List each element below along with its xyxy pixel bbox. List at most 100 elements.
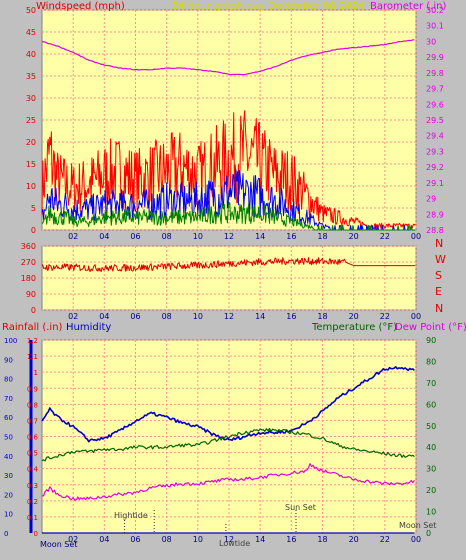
x-tick-label: 14 (255, 535, 265, 544)
barometer-y-tick-label: 30.2 (426, 6, 444, 15)
barometer-y-tick-label: 28.8 (426, 226, 444, 235)
wind-y-tick-label: 40 (26, 50, 36, 59)
sunset-label: Sun Set (285, 503, 316, 512)
temperature-y-tick-label: 40 (426, 443, 436, 452)
rain-y-tick-label: 0.8 (27, 401, 38, 409)
temperature-label: Temperature (°F) (311, 322, 397, 333)
x-tick-label: 12 (224, 232, 234, 241)
x-tick-label: 18 (317, 535, 327, 544)
barometer-y-tick-label: 28.9 (426, 210, 444, 219)
humidity-y-tick-label: 40 (4, 453, 13, 461)
barometer-y-tick-label: 30.1 (426, 22, 444, 31)
lowtide-label: Lowtide (219, 539, 250, 548)
wind-y-tick-label: 20 (26, 138, 36, 147)
x-tick-label: 06 (130, 232, 140, 241)
rain-y-tick-label: 0.5 (27, 450, 38, 458)
compass-label: W (435, 253, 446, 266)
barometer-y-tick-label: 29.1 (426, 179, 444, 188)
x-tick-label: 06 (130, 312, 140, 321)
wind-y-tick-label: 50 (26, 6, 36, 15)
barometer-y-tick-label: 29.3 (426, 147, 444, 156)
x-tick-label: 20 (349, 535, 359, 544)
series-lines (29, 39, 416, 534)
wind-y-tick-label: 35 (26, 72, 36, 81)
rain-y-tick-label: 1.1 (27, 353, 38, 361)
compass-label: N (435, 302, 443, 315)
rain-y-tick-label: 0.9 (27, 385, 38, 393)
humidity-y-tick-label: 10 (4, 511, 13, 519)
humidity-y-tick-label: 80 (4, 376, 13, 384)
humidity-y-tick-label: 70 (4, 395, 13, 403)
direction-y-tick-label: 270 (21, 258, 36, 267)
x-tick-label: 10 (193, 535, 203, 544)
barometer-y-tick-label: 29.4 (426, 132, 444, 141)
x-tick-label: 22 (380, 312, 390, 321)
humidity-label: Humidity (66, 322, 111, 333)
x-tick-label: 20 (349, 232, 359, 241)
rainfall-label: Rainfall (.in) (2, 322, 63, 333)
x-tick-label: 08 (162, 535, 172, 544)
wind-y-tick-label: 45 (26, 28, 36, 37)
wind-average-line (41, 169, 416, 231)
wind-y-tick-label: 30 (26, 94, 36, 103)
compass-label: S (435, 269, 442, 282)
rain-y-tick-label: 0.1 (27, 514, 38, 522)
compass-label: N (435, 237, 443, 250)
x-tick-label: 04 (99, 535, 109, 544)
x-tick-label: 22 (380, 535, 390, 544)
barometer-y-tick-label: 29.6 (426, 100, 444, 109)
x-tick-label: 18 (317, 232, 327, 241)
humidity-y-tick-label: 100 (4, 337, 17, 345)
x-tick-label: 14 (255, 312, 265, 321)
x-tick-label: 14 (255, 232, 265, 241)
x-tick-label: 10 (193, 232, 203, 241)
rain-y-tick-label: 0.4 (27, 466, 39, 474)
barometer-y-tick-label: 30 (426, 37, 436, 46)
rain-y-tick-label: 0.3 (27, 482, 38, 490)
temperature-y-tick-label: 10 (426, 508, 436, 517)
wind-y-tick-label: 10 (26, 182, 36, 191)
x-tick-label: 16 (286, 232, 296, 241)
rain-y-tick-label: 0 (34, 530, 38, 538)
dewpoint-label: Dew Point (°F) (395, 322, 466, 333)
x-tick-label: 02 (68, 535, 78, 544)
barometer-y-tick-label: 29.9 (426, 53, 444, 62)
temperature-y-tick-label: 0 (426, 529, 431, 538)
temperature-line (41, 427, 415, 462)
humidity-line (41, 365, 415, 443)
rain-y-tick-label: 0.2 (27, 498, 38, 506)
temperature-y-tick-label: 20 (426, 486, 436, 495)
dew-point-line (41, 463, 415, 501)
x-tick-label: 02 (68, 312, 78, 321)
x-tick-label: 04 (99, 232, 109, 241)
x-tick-label: 00 (411, 232, 421, 241)
temperature-y-tick-label: 70 (426, 379, 436, 388)
moonset-right-label: Moon Set (399, 521, 436, 530)
humidity-y-tick-label: 50 (4, 434, 13, 442)
x-tick-label: 18 (317, 312, 327, 321)
barometer-y-tick-label: 29 (426, 195, 436, 204)
humidity-y-tick-label: 90 (4, 356, 13, 364)
temperature-y-tick-label: 60 (426, 400, 436, 409)
wind-y-tick-label: 25 (26, 116, 36, 125)
direction-y-tick-label: 360 (21, 242, 36, 251)
wind-y-tick-label: 0 (31, 226, 36, 235)
x-tick-label: 12 (224, 535, 234, 544)
humidity-y-tick-label: 0 (4, 530, 8, 538)
wind-low-line (41, 202, 416, 231)
barometer-y-tick-label: 29.5 (426, 116, 444, 125)
wind-y-tick-label: 5 (31, 204, 36, 213)
rain-y-tick-label: 1 (34, 369, 38, 377)
windspeed-label: Windspeed (mph) (36, 1, 125, 12)
x-tick-label: 22 (380, 232, 390, 241)
x-tick-label: 00 (411, 535, 421, 544)
barometer-label: Barometer (.in) (370, 1, 446, 12)
direction-y-tick-label: 180 (21, 274, 36, 283)
barometer-y-tick-label: 29.2 (426, 163, 444, 172)
rain-y-tick-label: 1.2 (27, 337, 38, 345)
barometer-y-tick-label: 29.7 (426, 85, 444, 94)
direction-y-tick-label: 90 (26, 290, 36, 299)
